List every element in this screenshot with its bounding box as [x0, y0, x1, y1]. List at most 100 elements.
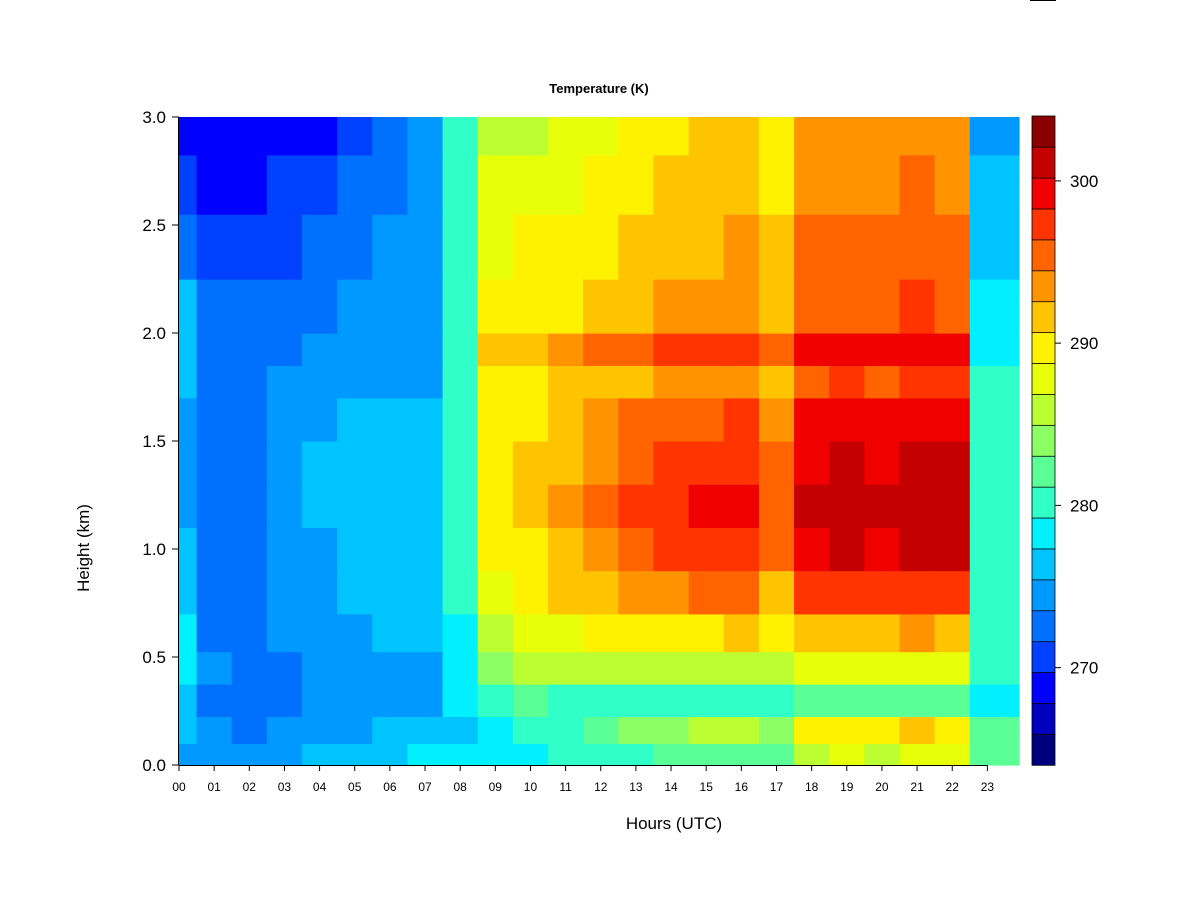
heatmap-cell [512, 117, 549, 156]
heatmap-cell [266, 333, 303, 366]
heatmap-cell [337, 117, 373, 156]
heatmap-cell [758, 570, 795, 615]
heatmap-cell [723, 684, 760, 717]
heatmap-cell [653, 716, 690, 744]
heatmap-cell [864, 570, 901, 615]
heatmap-cell [688, 154, 725, 215]
heatmap-cell [688, 484, 725, 528]
heatmap-cell [618, 743, 655, 766]
heatmap-cell [407, 684, 444, 717]
heatmap-cell [758, 613, 795, 653]
heatmap-cell [758, 154, 795, 215]
heatmap-cell [179, 117, 198, 156]
heatmap-cell [864, 484, 901, 528]
heatmap-cell [407, 716, 444, 744]
heatmap-cell [548, 154, 584, 215]
heatmap-cell [548, 716, 584, 744]
heatmap-cell [512, 279, 549, 334]
colorbar-swatch [1031, 177, 1056, 210]
heatmap-cell [969, 743, 1020, 766]
heatmap-cell [179, 484, 198, 528]
heatmap-cell [723, 743, 760, 766]
heatmap-cell [864, 613, 901, 653]
heatmap-cell [231, 527, 268, 572]
heatmap-cell [179, 397, 198, 442]
x-tick-label: 13 [629, 780, 643, 794]
heatmap-cell [829, 333, 865, 366]
heatmap-cell [512, 441, 549, 485]
heatmap-cell [583, 214, 619, 280]
heatmap-cell [407, 570, 444, 615]
heatmap-cell [196, 279, 233, 334]
heatmap-cell [231, 333, 268, 366]
heatmap-cell [477, 397, 514, 442]
heatmap-cell [302, 684, 338, 717]
heatmap-cell [442, 651, 479, 685]
heatmap-cell [794, 613, 830, 653]
heatmap-cell [442, 214, 479, 280]
heatmap-cell [794, 716, 830, 744]
colorbar-swatch [1031, 239, 1056, 272]
heatmap-cell [196, 570, 233, 615]
heatmap-cell [969, 397, 1020, 442]
heatmap-cell [372, 154, 409, 215]
heatmap-cell [934, 117, 971, 156]
heatmap-cell [723, 484, 760, 528]
heatmap-cell [266, 484, 303, 528]
heatmap-cell [653, 651, 690, 685]
heatmap-cell [477, 333, 514, 366]
x-tick-label: 05 [348, 780, 362, 794]
heatmap-cell [899, 613, 936, 653]
heatmap-cell [864, 743, 901, 766]
heatmap-cell [899, 651, 936, 685]
heatmap-cell [548, 441, 584, 485]
heatmap-cell [934, 684, 971, 717]
heatmap-cell [196, 333, 233, 366]
heatmap-cell [302, 484, 338, 528]
heatmap-cell [899, 716, 936, 744]
colorbar-swatch [1031, 671, 1056, 704]
heatmap-cell [302, 279, 338, 334]
heatmap-cell [372, 441, 409, 485]
heatmap-cell [477, 527, 514, 572]
heatmap-cell [442, 484, 479, 528]
heatmap-cell [829, 214, 865, 280]
heatmap-cell [442, 441, 479, 485]
heatmap-cell [302, 214, 338, 280]
heatmap-cell [653, 441, 690, 485]
heatmap-cell [688, 684, 725, 717]
heatmap-cell [548, 279, 584, 334]
heatmap-cell [583, 279, 619, 334]
heatmap-cell [583, 484, 619, 528]
heatmap-cell [372, 484, 409, 528]
heatmap-cell [512, 716, 549, 744]
heatmap-cell [442, 333, 479, 366]
x-tick-label: 08 [453, 780, 467, 794]
heatmap-cell [548, 333, 584, 366]
heatmap-cell [688, 365, 725, 399]
heatmap-cell [864, 333, 901, 366]
heatmap-cell [723, 365, 760, 399]
heatmap-cell [934, 333, 971, 366]
heatmap-cell [934, 613, 971, 653]
heatmap-cell [477, 365, 514, 399]
heatmap-cell [653, 365, 690, 399]
heatmap-cell [231, 279, 268, 334]
heatmap-cell [442, 117, 479, 156]
heatmap-cell [618, 214, 655, 280]
heatmap-cell [969, 117, 1020, 156]
heatmap-cell [934, 441, 971, 485]
heatmap-cell [969, 570, 1020, 615]
heatmap-cell [618, 279, 655, 334]
heatmap-cell [179, 716, 198, 744]
heatmap-cell [266, 743, 303, 766]
heatmap-cell [337, 397, 373, 442]
heatmap-cell [372, 570, 409, 615]
heatmap-cell [512, 154, 549, 215]
colorbar-swatch [1031, 424, 1056, 457]
heatmap-cell [934, 154, 971, 215]
y-tick-label: 0.0 [142, 756, 166, 775]
heatmap-cell [337, 716, 373, 744]
heatmap-cell [969, 716, 1020, 744]
heatmap-cell [899, 441, 936, 485]
